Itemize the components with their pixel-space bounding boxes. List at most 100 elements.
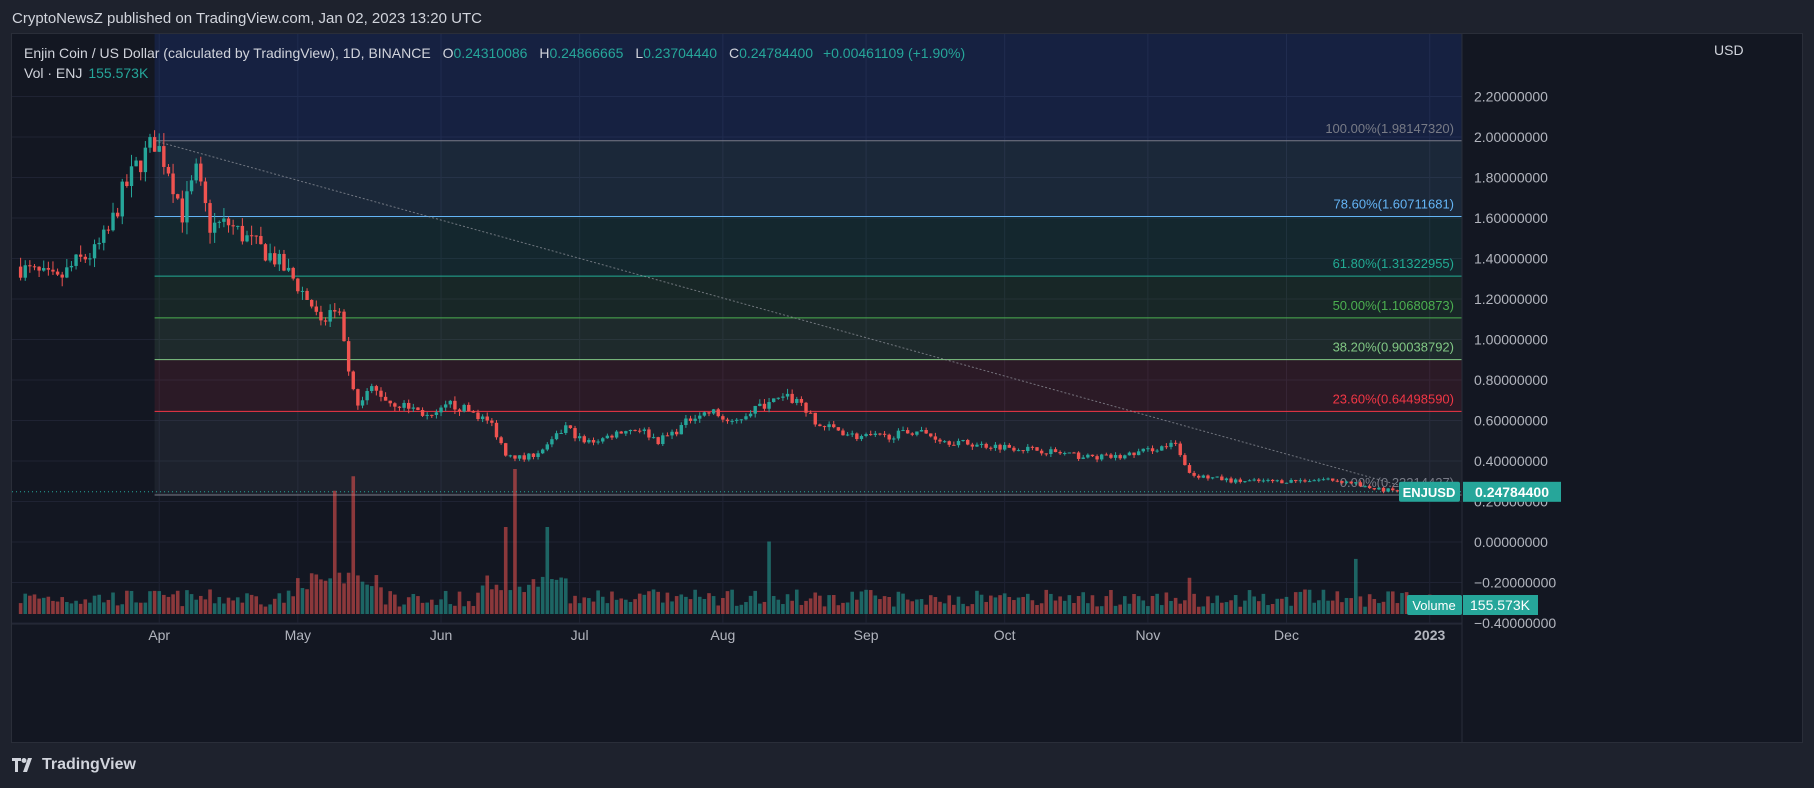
candle-body (1053, 449, 1058, 453)
volume-bar (1307, 589, 1312, 614)
candle-body (808, 412, 813, 414)
volume-bar (596, 590, 600, 614)
candle-body (1391, 488, 1395, 491)
candle-body (226, 218, 231, 226)
volume-bar (125, 590, 129, 614)
candle-body (1294, 479, 1298, 482)
publish-line: CryptoNewsZ published on TradingView.com… (12, 10, 482, 27)
volume-bar (379, 587, 383, 614)
volume-bar (1210, 603, 1215, 614)
candle-body (18, 266, 23, 278)
candle-body (1063, 453, 1067, 455)
candle-body (739, 419, 744, 421)
volume-bar (573, 595, 577, 614)
candle-body (1344, 481, 1349, 483)
volume-bar (328, 578, 332, 614)
currency-label[interactable]: USD (1714, 42, 1744, 58)
volume-bar (360, 581, 365, 614)
volume-bar (1206, 596, 1210, 614)
candle-body (176, 194, 180, 199)
volume-bar (319, 579, 323, 614)
volume-bar (1173, 597, 1178, 614)
candle-body (46, 268, 51, 270)
candle-body (102, 229, 106, 243)
candle-body (194, 163, 198, 181)
volume-bar (1062, 600, 1067, 614)
candle-body (453, 400, 457, 410)
volume-bar (628, 601, 633, 614)
candle-body (499, 437, 503, 444)
price-chart[interactable]: 100.00%(1.98147320) 78.60%(1.60711681) 61.… (12, 34, 1802, 742)
volume-bar (245, 593, 249, 614)
candle-body (120, 181, 124, 217)
candle-body (106, 229, 111, 231)
volume-bar (143, 602, 148, 614)
volume-bar (905, 599, 910, 614)
candle-body (1238, 479, 1242, 482)
candle-body (273, 253, 277, 265)
candle-body (818, 424, 822, 427)
volume-bar (374, 575, 379, 614)
volume-bar (1081, 592, 1086, 614)
fib-zone (154, 411, 1463, 495)
candle-body (1266, 479, 1270, 481)
volume-legend-label[interactable]: Vol · ENJ (24, 65, 83, 81)
volume-bar (1261, 593, 1266, 614)
candle-body (111, 212, 115, 231)
candle-body (1164, 446, 1169, 448)
candle-body (92, 244, 97, 259)
candle-body (790, 393, 794, 403)
change-value: +0.00461109 (+1.90%) (822, 45, 966, 61)
candle-body (896, 430, 901, 439)
tradingview-brand[interactable]: TradingView (12, 756, 136, 774)
candle-body (1354, 482, 1358, 484)
candle-body (638, 430, 642, 432)
candle-body (984, 443, 988, 448)
volume-bar (416, 596, 420, 614)
candle-body (859, 436, 864, 440)
volume-bar (1021, 596, 1025, 614)
volume-bar (799, 604, 804, 614)
volume-bar (259, 604, 263, 614)
volume-bar (263, 606, 268, 614)
candle-body (1261, 480, 1266, 482)
volume-bar (647, 591, 651, 614)
volume-bar (65, 601, 69, 614)
candle-body (892, 438, 896, 440)
volume-bar (1104, 596, 1109, 614)
volume-bar (480, 585, 485, 614)
candle-body (1039, 450, 1044, 454)
candle-body (208, 203, 212, 233)
candle-body (125, 181, 129, 186)
candle-body (919, 429, 924, 432)
candle-body (1257, 479, 1261, 482)
candle-body (1358, 482, 1363, 487)
volume-bar (559, 577, 563, 614)
candle-body (836, 427, 841, 431)
volume-bar (1039, 603, 1044, 614)
volume-bar (162, 594, 166, 614)
volume-bar (697, 596, 702, 614)
chart-panel[interactable]: 100.00%(1.98147320) 78.60%(1.60711681) 61.… (11, 33, 1803, 743)
last-price-label: 0.24784400 (1475, 484, 1549, 500)
symbol-description[interactable]: Enjin Coin / US Dollar (calculated by Tr… (24, 45, 431, 61)
candle-body (762, 403, 767, 409)
volume-bar (947, 595, 952, 614)
candle-body (305, 290, 309, 300)
volume-bar (332, 490, 337, 614)
candle-body (411, 407, 416, 409)
volume-bar (83, 599, 88, 614)
candle-body (864, 434, 868, 437)
volume-bar (1164, 592, 1169, 614)
volume-bar (587, 598, 591, 614)
volume-bar (577, 603, 582, 614)
x-month-label: 2023 (1414, 627, 1445, 643)
candle-body (88, 258, 92, 260)
volume-bar (78, 603, 83, 614)
candle-body (259, 236, 263, 245)
candle-body (296, 278, 300, 292)
candle-body (942, 441, 947, 443)
volume-bar (74, 600, 78, 614)
candle-body (531, 453, 536, 457)
volume-bar (887, 596, 891, 614)
